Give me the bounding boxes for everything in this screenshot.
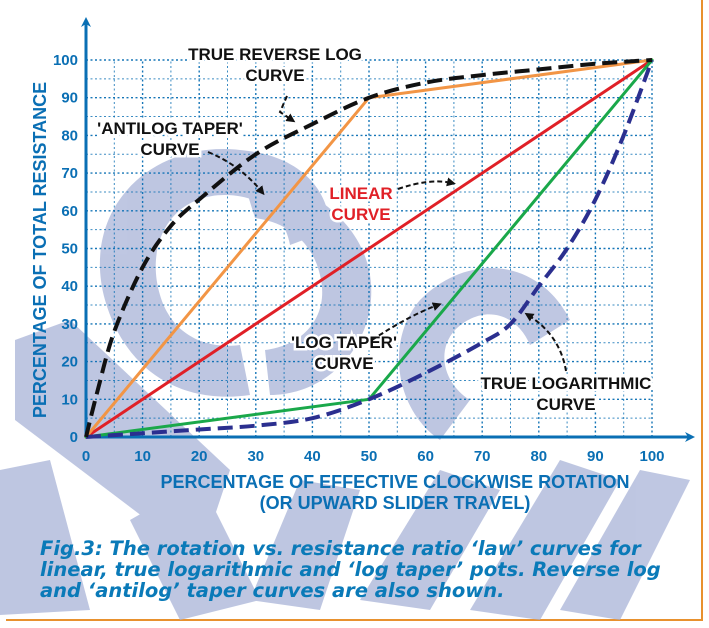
y-tick-label: 10 — [61, 391, 78, 408]
annotation-halo: CURVE — [536, 395, 595, 414]
annotation-arrow — [397, 177, 456, 190]
series-line-1 — [84, 58, 653, 438]
annotation-halo: CURVE — [314, 354, 373, 373]
x-tick-label: 10 — [134, 448, 151, 465]
annotation-halo: TRUE REVERSE LOG — [188, 45, 362, 64]
y-tick-label: 90 — [61, 90, 78, 107]
annotation-label: TRUE LOGARITHMIC — [481, 374, 652, 393]
y-tick-label: 0 — [70, 429, 78, 446]
annotation-label: 'ANTILOG TAPER' — [97, 119, 243, 138]
x-tick-label: 80 — [530, 448, 547, 465]
annotation-label: CURVE — [331, 205, 390, 224]
annotation-label: 'LOG TAPER' — [291, 333, 397, 352]
annotation-halo: TRUE LOGARITHMIC — [481, 374, 652, 393]
annotation-halo: 'LOG TAPER' — [291, 333, 397, 352]
axis-labels: PERCENTAGE OF EFFECTIVE CLOCKWISE ROTATI… — [30, 82, 630, 513]
x-tick-label: 30 — [247, 448, 264, 465]
x-tick-label: 20 — [191, 448, 208, 465]
annotation-label: CURVE — [245, 66, 304, 85]
annotation-label: CURVE — [536, 395, 595, 414]
x-tick-label: 0 — [82, 448, 90, 465]
x-tick-label: 60 — [417, 448, 434, 465]
y-tick-label: 80 — [61, 127, 78, 144]
y-tick-label: 100 — [53, 52, 78, 69]
x-tick-label: 70 — [474, 448, 491, 465]
series-line-5 — [85, 59, 654, 439]
y-tick-label: 20 — [61, 354, 78, 371]
figure-caption: Fig.3: The rotation vs. resistance ratio… — [40, 537, 661, 602]
annotation-halo: CURVE — [245, 66, 304, 85]
x-tick-label: 90 — [587, 448, 604, 465]
tick-labels: 0 10 20 30 40 50 60 70 80 90 100 0 10 20 30 40 50 60 70 80 9… — [53, 52, 665, 465]
annotation-label: TRUE REVERSE LOG — [188, 45, 362, 64]
x-tick-label: 40 — [304, 448, 321, 465]
series-line-3 — [84, 58, 654, 439]
annotation-label: CURVE — [314, 354, 373, 373]
annotation-arrow — [524, 312, 567, 372]
x-axis-label-line1: PERCENTAGE OF EFFECTIVE CLOCKWISE ROTATI… — [160, 472, 629, 492]
y-axis-label: PERCENTAGE OF TOTAL RESISTANCE — [30, 82, 50, 418]
x-tick-label: 50 — [361, 448, 378, 465]
y-tick-label: 60 — [61, 203, 78, 220]
annotation-label: CURVE — [140, 140, 199, 159]
y-tick-label: 50 — [61, 241, 78, 258]
annotation-arrow — [278, 95, 296, 123]
annotation-arrow — [371, 302, 442, 341]
annotation-halo: 'ANTILOG TAPER' — [97, 119, 243, 138]
annotation-halo: LINEAR — [329, 184, 392, 203]
annotation-halo: CURVE — [140, 140, 199, 159]
series-lines — [84, 58, 654, 439]
y-tick-label: 30 — [61, 316, 78, 333]
annotation-label: LINEAR — [329, 184, 392, 203]
axes — [81, 17, 695, 442]
annotation-arrow — [207, 151, 265, 196]
y-tick-label: 40 — [61, 278, 78, 295]
figure-frame — [6, 0, 703, 621]
x-axis-label-line2: (OR UPWARD SLIDER TRAVEL) — [260, 493, 531, 513]
y-tick-label: 70 — [61, 165, 78, 182]
x-tick-label: 100 — [639, 448, 664, 465]
annotation-halo: CURVE — [331, 205, 390, 224]
